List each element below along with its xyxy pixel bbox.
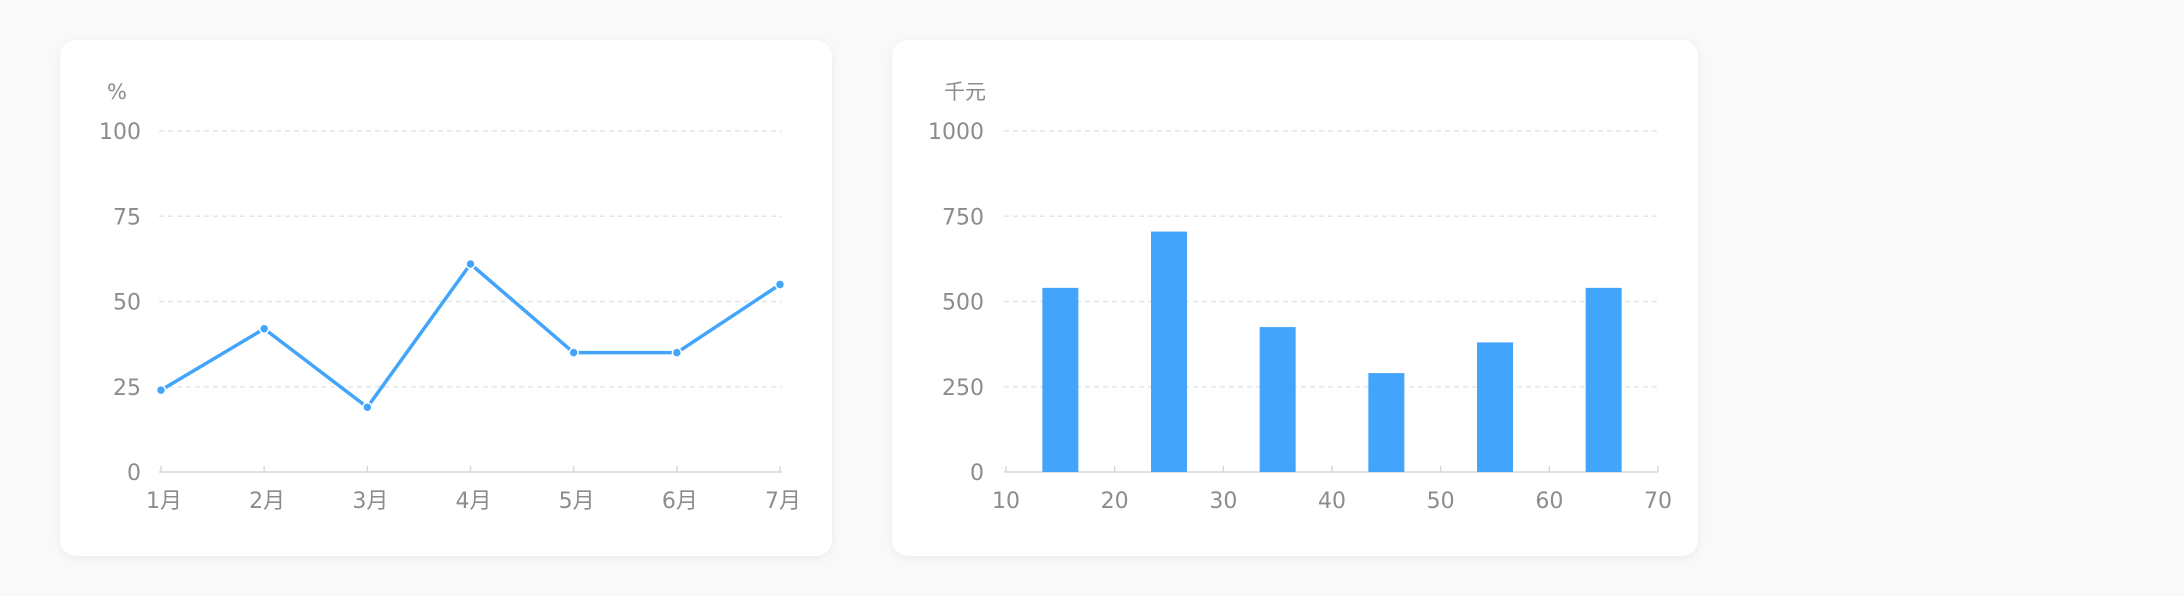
bar-x-tick-label: 50 (1427, 489, 1455, 514)
bar-y-tick-label: 1000 (928, 120, 984, 145)
line-point (465, 258, 476, 270)
bar-y-tick-label: 750 (942, 205, 984, 230)
bar-chart-unit-label: 千元 (944, 80, 986, 104)
line-y-tick-label: 100 (99, 120, 141, 145)
bar (1151, 231, 1187, 472)
line-point (155, 384, 167, 396)
line-y-tick-label: 75 (113, 205, 141, 230)
bar-x-tick-label: 30 (1209, 489, 1237, 514)
line-chart: % 0 25 50 75 100 1月 2月 3月 4月 5月 6月 7月 (99, 80, 801, 514)
line-chart-card: % 0 25 50 75 100 1月 2月 3月 4月 5月 6月 7月 (60, 40, 832, 556)
line-y-tick-label: 0 (127, 461, 141, 486)
line-x-tick-label: 7月 (765, 489, 801, 514)
bar-chart-card: 千元 0 250 500 750 1000 10 20 30 40 50 60 70 (892, 40, 1698, 556)
line-point (258, 323, 270, 335)
bar-chart: 千元 0 250 500 750 1000 10 20 30 40 50 60 70 (928, 80, 1672, 514)
bar (1042, 287, 1079, 472)
bar-x-tick-label: 10 (992, 489, 1020, 514)
line-point (671, 347, 683, 358)
line-series (160, 262, 781, 409)
line-y-tick-label: 50 (113, 291, 141, 316)
line-chart-unit-label: % (107, 80, 127, 104)
bar (1259, 327, 1296, 472)
bar-y-tick-label: 500 (942, 291, 984, 316)
bar (1477, 342, 1513, 472)
bar-x-tick-label: 70 (1644, 489, 1672, 514)
line-x-tick-label: 6月 (662, 489, 698, 514)
bar-y-tick-label: 250 (942, 376, 984, 401)
line-x-tick-label: 3月 (352, 489, 388, 514)
line-x-tick-label: 5月 (559, 489, 595, 514)
line-point (362, 401, 373, 413)
bar-y-tick-label: 0 (970, 461, 984, 486)
line-x-tick-label: 1月 (146, 489, 182, 514)
bar-x-tick-label: 20 (1101, 489, 1129, 514)
bar (1368, 373, 1405, 472)
line-point (568, 347, 579, 358)
bar-x-tick-label: 40 (1318, 489, 1346, 514)
bar-x-tick-label: 60 (1535, 489, 1563, 514)
line-x-tick-label: 4月 (456, 489, 492, 514)
bar (1585, 287, 1622, 472)
line-y-tick-label: 25 (113, 376, 141, 401)
line-point (774, 279, 786, 290)
line-x-tick-label: 2月 (249, 489, 285, 514)
